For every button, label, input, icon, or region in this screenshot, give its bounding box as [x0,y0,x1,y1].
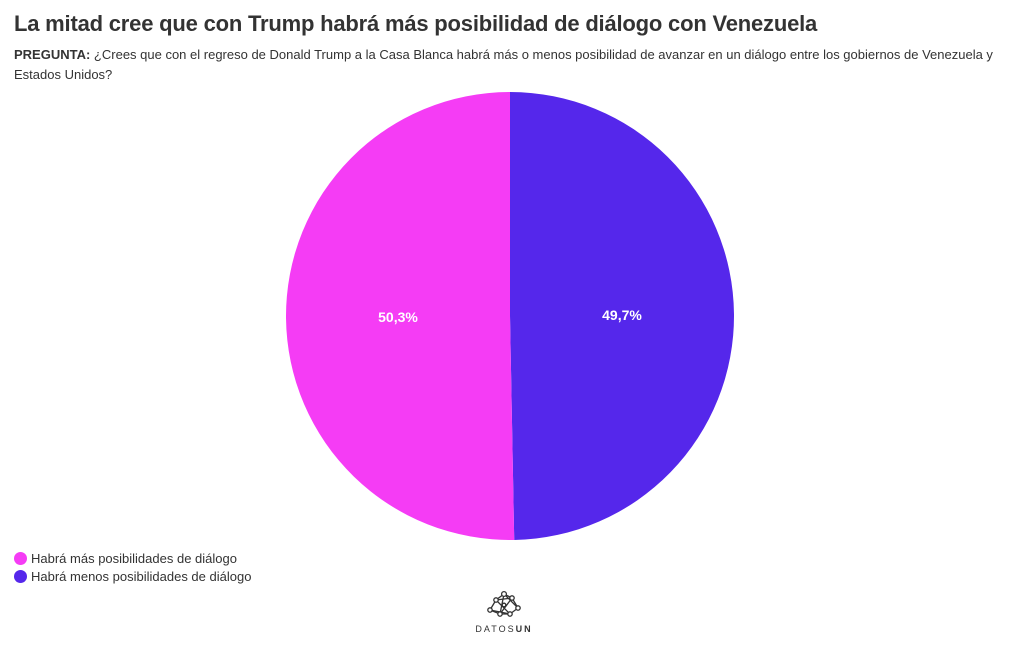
chart-subtitle: PREGUNTA: ¿Crees que con el regreso de D… [14,45,1004,85]
legend-label-mas: Habrá más posibilidades de diálogo [31,550,237,566]
pie-slice-mas[interactable] [286,92,515,540]
legend-item-menos[interactable]: Habrá menos posibilidades de diálogo [14,567,251,585]
legend-item-mas[interactable]: Habrá más posibilidades de diálogo [14,549,251,567]
network-logo-icon [487,590,521,617]
slice-label-menos: 49,7% [602,307,642,323]
pie-slice-menos[interactable] [510,92,735,540]
chart-title: La mitad cree que con Trump habrá más po… [14,11,818,36]
datosun-logo: DATOSUN [474,588,534,634]
question-label: PREGUNTA: [14,47,91,62]
legend-label-menos: Habrá menos posibilidades de diálogo [31,568,252,584]
logo-wordmark: DATOSUN [475,624,533,634]
legend-swatch-menos [14,569,27,583]
slice-label-mas: 50,3% [378,309,418,325]
legend-swatch-mas [14,551,27,565]
question-text: ¿Crees que con el regreso de Donald Trum… [14,47,993,82]
legend: Habrá más posibilidades de diálogo Habrá… [14,549,251,585]
